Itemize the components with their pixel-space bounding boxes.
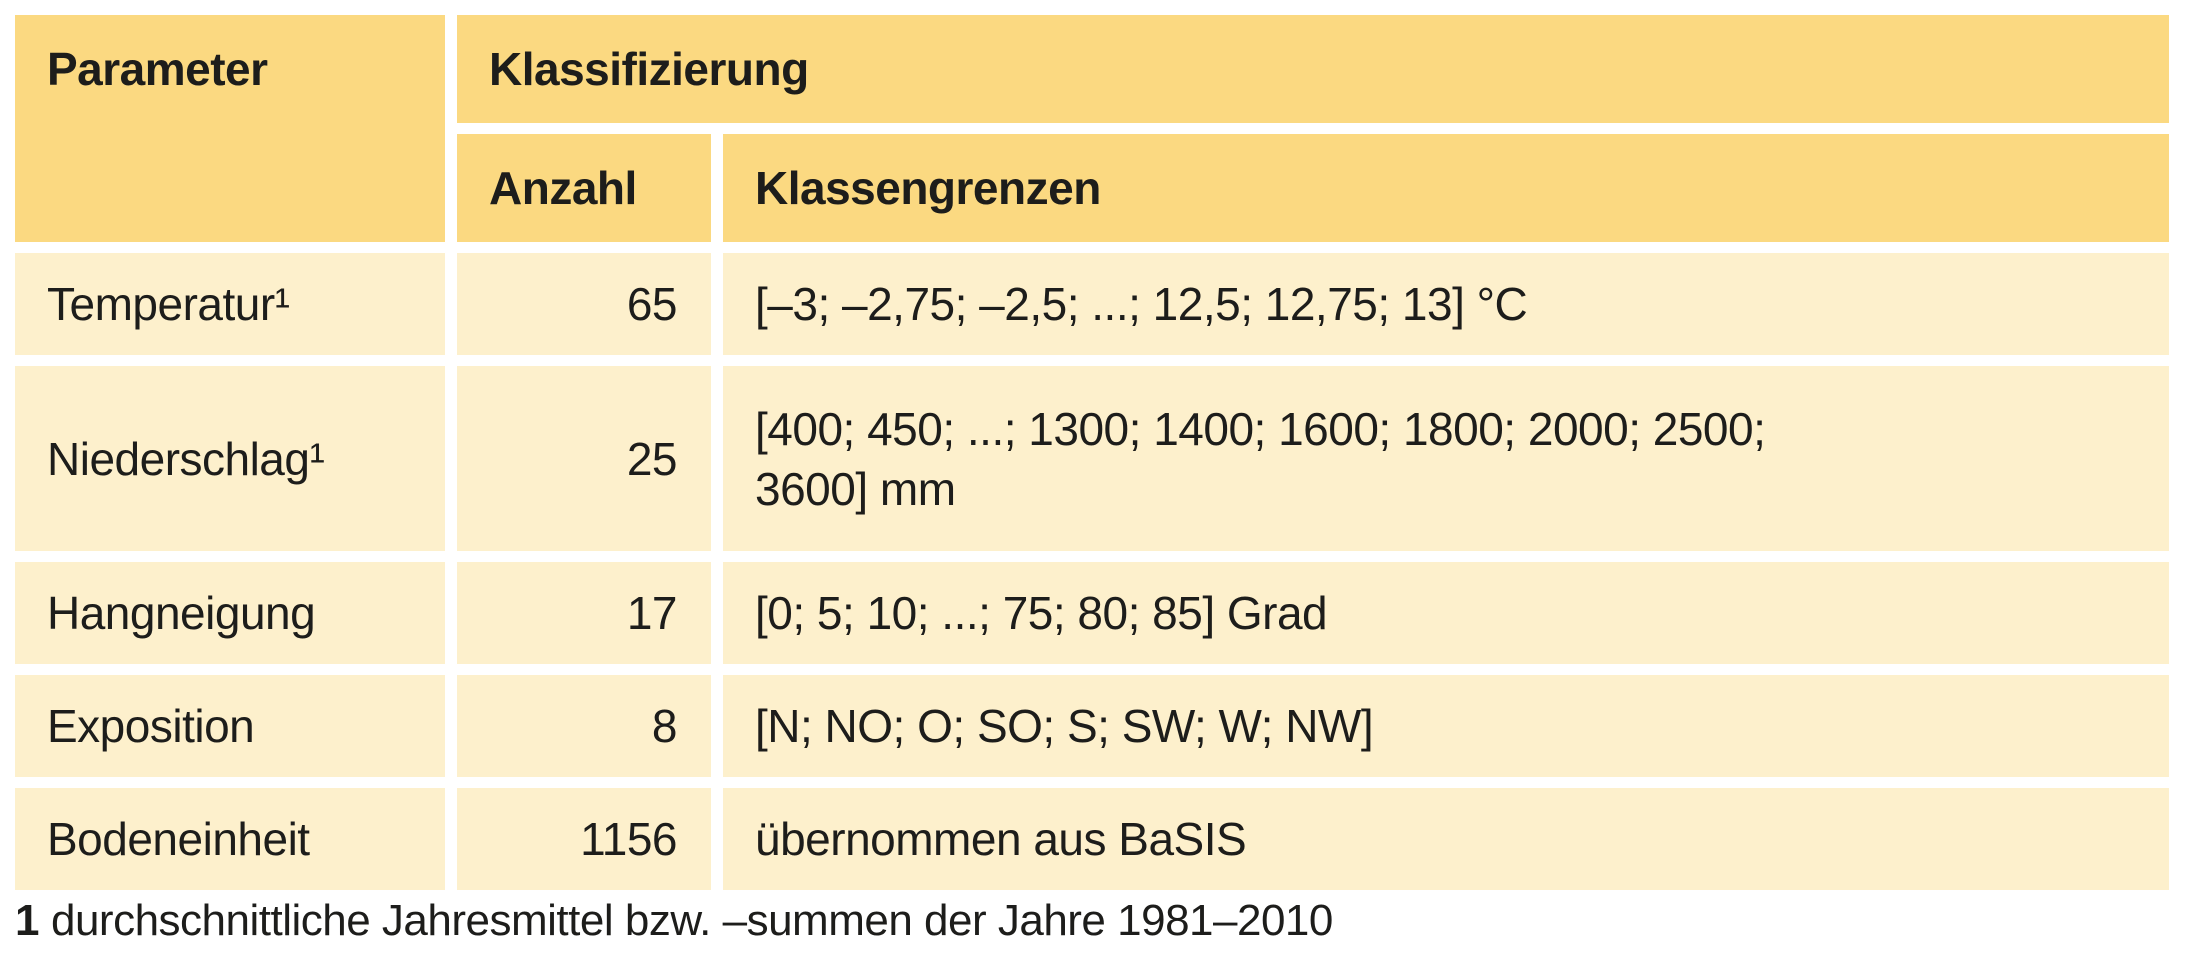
cell-text: [400; 450; ...; 1300; 1400; 1600; 1800; … [755,402,1766,515]
header-label-klassengrenzen: Klassengrenzen [755,162,1101,214]
header-label-parameter: Parameter [47,43,268,95]
table-row-hangneigung-parameter: Hangneigung [15,562,445,664]
table-row-niederschlag-parameter: Niederschlag¹ [15,366,445,551]
header-cell-klassengrenzen: Klassengrenzen [723,134,2169,242]
table-row-niederschlag-anzahl: 25 [457,366,711,551]
table-row-exposition-parameter: Exposition [15,675,445,777]
cell-text: 65 [626,278,678,330]
cell-text: Temperatur¹ [47,278,290,330]
table-row-exposition-anzahl: 8 [457,675,711,777]
header-cell-parameter: Parameter [15,15,445,242]
cell-text: [–3; –2,75; –2,5; ...; 12,5; 12,75; 13] … [755,278,1528,330]
cell-text: Exposition [47,700,255,752]
table-row-exposition-klassengrenzen: [N; NO; O; SO; S; SW; W; NW] [723,675,2169,777]
table-row-hangneigung-anzahl: 17 [457,562,711,664]
footnote-marker: 1 [15,896,39,945]
table-row-bodeneinheit-parameter: Bodeneinheit [15,788,445,890]
footnote-text: durchschnittliche Jahresmittel bzw. –sum… [50,896,1333,945]
header-label-klassifizierung: Klassifizierung [489,43,809,95]
table-row-bodeneinheit-anzahl: 1156 [457,788,711,890]
cell-text: Hangneigung [47,587,316,639]
table-row-temperatur-anzahl: 65 [457,253,711,355]
cell-text: Bodeneinheit [47,813,310,865]
cell-text: 25 [626,432,678,485]
cell-text: Niederschlag¹ [47,432,325,485]
header-cell-klassifizierung: Klassifizierung [457,15,2169,123]
cell-text: übernommen aus BaSIS [755,813,1247,865]
header-label-anzahl: Anzahl [489,162,637,214]
cell-text: [0; 5; 10; ...; 75; 80; 85] Grad [755,587,1328,639]
table-row-temperatur-parameter: Temperatur¹ [15,253,445,355]
footnote: 1 durchschnittliche Jahresmittel bzw. –su… [15,894,1333,948]
table-row-temperatur-klassengrenzen: [–3; –2,75; –2,5; ...; 12,5; 12,75; 13] … [723,253,2169,355]
classification-table: Parameter Klassifizierung Anzahl Klassen… [15,15,2169,890]
header-cell-anzahl: Anzahl [457,134,711,242]
cell-text: 8 [651,700,678,752]
table-row-niederschlag-klassengrenzen: [400; 450; ...; 1300; 1400; 1600; 1800; … [723,366,2169,551]
table-row-bodeneinheit-klassengrenzen: übernommen aus BaSIS [723,788,2169,890]
cell-text: [N; NO; O; SO; S; SW; W; NW] [755,700,1374,752]
cell-text: 1156 [580,813,677,865]
cell-text: 17 [626,587,678,639]
table-row-hangneigung-klassengrenzen: [0; 5; 10; ...; 75; 80; 85] Grad [723,562,2169,664]
